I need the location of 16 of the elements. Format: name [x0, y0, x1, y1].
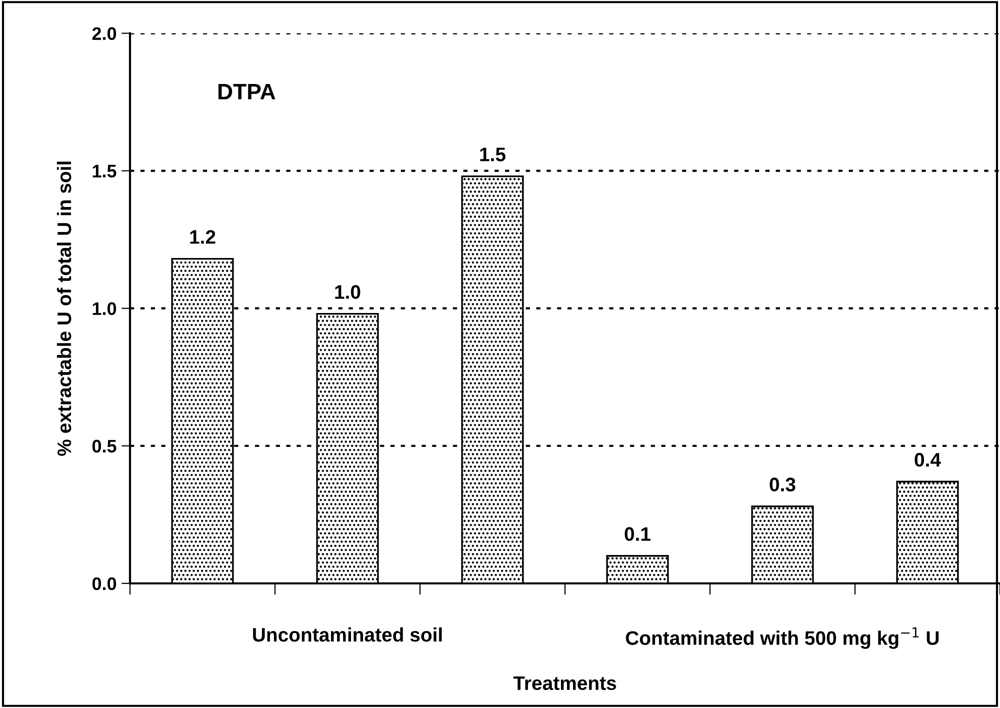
data-label: 1.2	[190, 230, 216, 244]
text: Contaminated with 500 mg kg$^{−1}$ U	[626, 627, 939, 649]
y-tick-label: 0.0	[92, 577, 116, 590]
text: Uncontaminated soil	[253, 627, 442, 642]
x-axis-title: Treatments	[513, 676, 616, 690]
y-axis-title: % extractable U of total U in soil	[56, 162, 72, 456]
data-label: 0.4	[914, 452, 941, 467]
y-tick-label: 0.5	[92, 440, 116, 453]
data-label: 0.3	[770, 478, 796, 492]
data-label: 1.5	[480, 148, 506, 162]
data-label: 0.1	[624, 527, 650, 541]
y-tick-label: 2.0	[92, 27, 116, 40]
text: DTPA	[218, 84, 276, 100]
y-tick-label: 1.5	[92, 164, 116, 178]
y-tick-label: 1.0	[92, 302, 116, 316]
data-label: 1.0	[335, 285, 360, 299]
